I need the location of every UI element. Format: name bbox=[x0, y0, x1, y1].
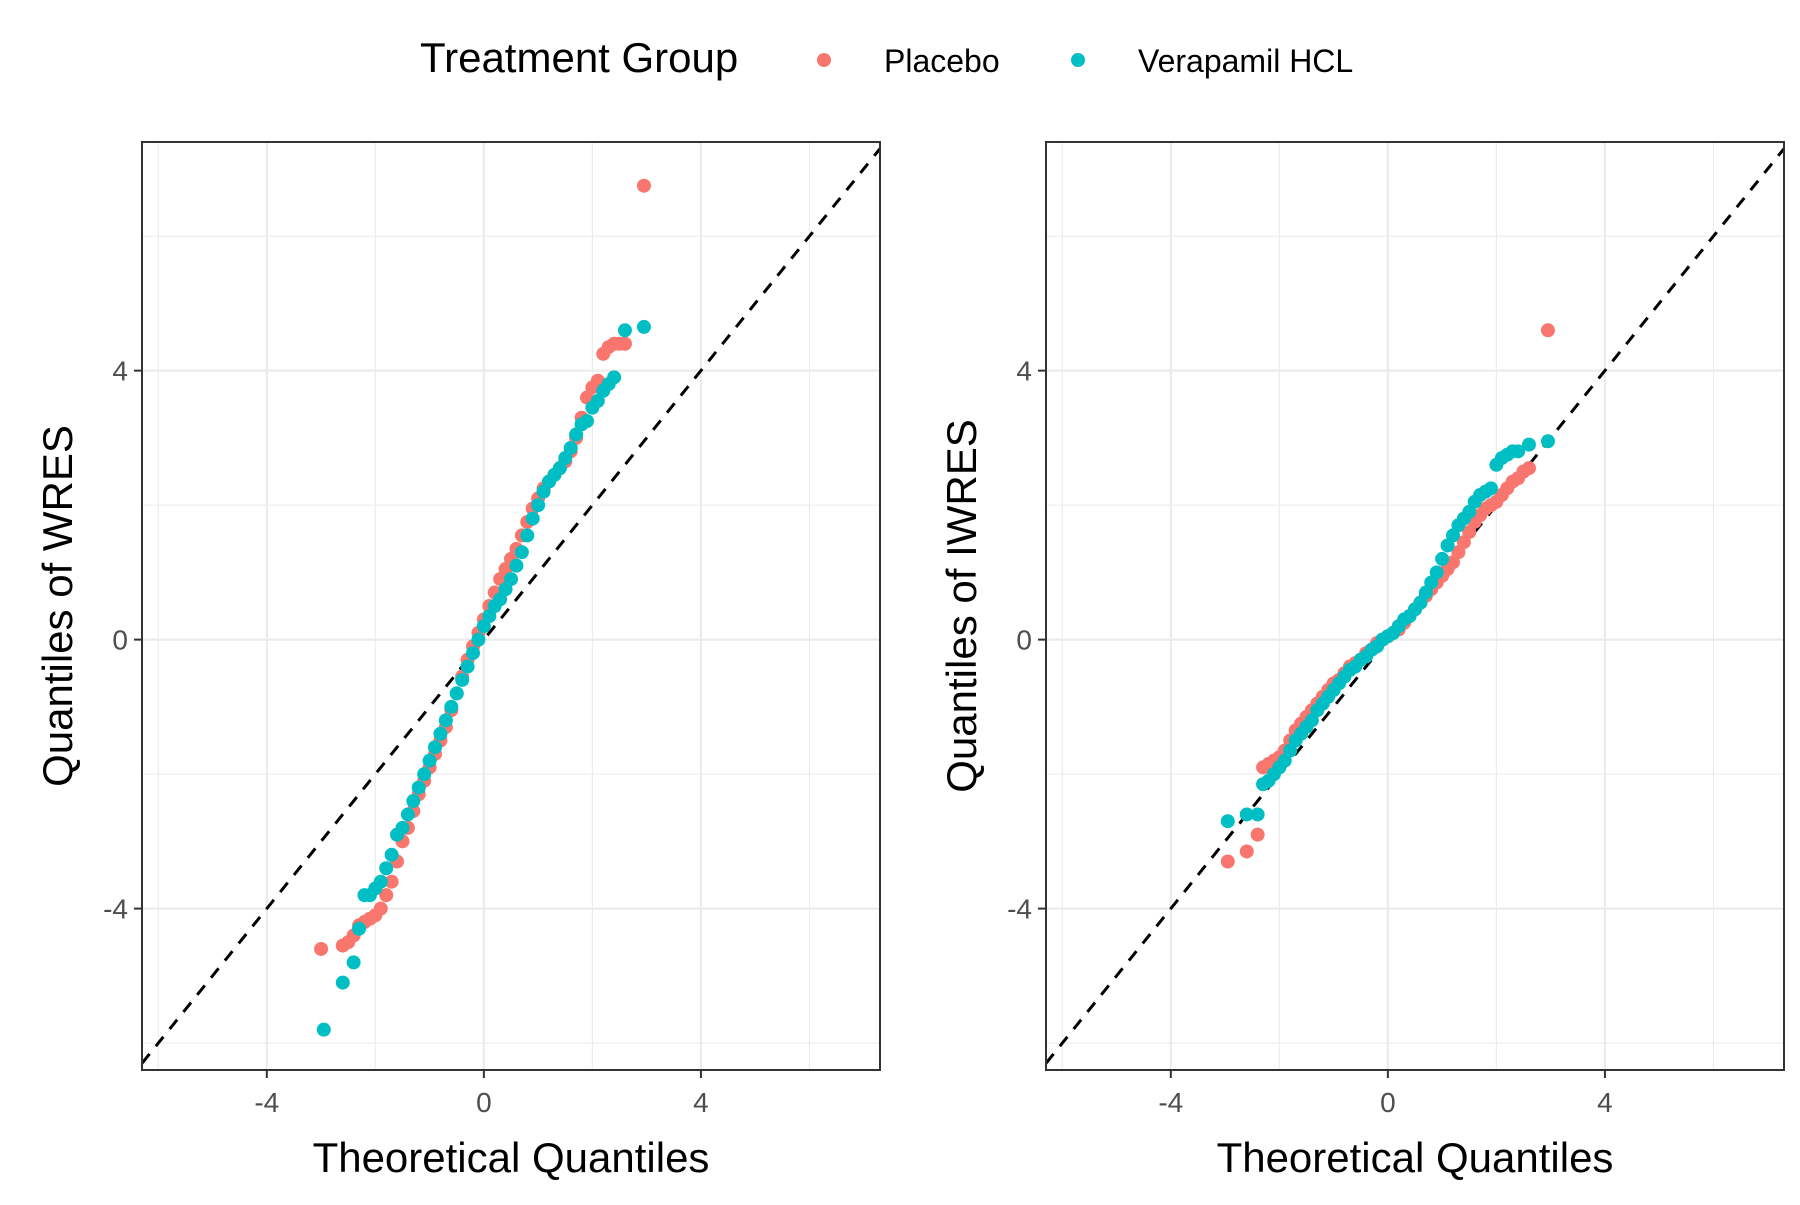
data-point bbox=[1429, 565, 1444, 580]
data-point bbox=[444, 699, 459, 714]
data-point bbox=[471, 632, 486, 647]
y-tick-label: 4 bbox=[112, 356, 128, 387]
legend-label-placebo: Placebo bbox=[884, 43, 1000, 79]
x-axis-label: Theoretical Quantiles bbox=[313, 1134, 710, 1181]
data-point bbox=[428, 740, 443, 755]
y-tick-label: 0 bbox=[112, 625, 128, 656]
legend-title: Treatment Group bbox=[420, 34, 738, 81]
x-tick-label: -4 bbox=[254, 1087, 279, 1118]
data-point bbox=[1540, 434, 1555, 449]
data-point bbox=[1483, 481, 1498, 496]
data-point bbox=[607, 370, 622, 385]
panel-border bbox=[1045, 141, 1785, 1071]
data-point bbox=[373, 901, 388, 916]
x-tick-label: 0 bbox=[1380, 1087, 1396, 1118]
data-point bbox=[617, 336, 632, 351]
data-point bbox=[406, 794, 421, 809]
data-point bbox=[395, 820, 410, 835]
data-point bbox=[455, 672, 470, 687]
panel-wres: -4 0 4 -4 0 4 Theoretical Quantiles Quantiles o… bbox=[34, 141, 881, 1181]
data-point bbox=[1511, 444, 1526, 459]
data-point bbox=[352, 921, 367, 936]
data-point bbox=[1220, 854, 1235, 869]
data-point bbox=[1250, 807, 1265, 822]
series-verapamil-hcl bbox=[1220, 434, 1555, 829]
plot-background bbox=[142, 142, 880, 1070]
y-tick-label: 4 bbox=[1016, 356, 1032, 387]
data-point bbox=[433, 726, 448, 741]
data-point bbox=[449, 686, 464, 701]
x-axis-label: Theoretical Quantiles bbox=[1217, 1134, 1614, 1181]
data-point bbox=[379, 888, 394, 903]
data-point bbox=[346, 955, 361, 970]
data-point bbox=[1435, 551, 1450, 566]
data-point bbox=[422, 753, 437, 768]
data-point bbox=[514, 545, 529, 560]
y-axis-label: Quantiles of WRES bbox=[34, 425, 81, 787]
data-point bbox=[335, 975, 350, 990]
data-point bbox=[1540, 323, 1555, 338]
data-point bbox=[1220, 814, 1235, 829]
data-point bbox=[617, 323, 632, 338]
data-point bbox=[1239, 807, 1254, 822]
data-point bbox=[520, 528, 535, 543]
identity-reference-line bbox=[1046, 147, 1784, 1065]
data-point bbox=[411, 780, 426, 795]
data-point bbox=[636, 178, 651, 193]
identity-reference-line bbox=[142, 147, 880, 1065]
legend-key-placebo bbox=[817, 53, 831, 67]
y-tick-label: -4 bbox=[1007, 894, 1032, 925]
panel-iwres: -4 0 4 -4 0 4 Theoretical Quantiles Quantiles o… bbox=[938, 141, 1785, 1181]
data-point bbox=[460, 659, 475, 674]
data-point bbox=[636, 319, 651, 334]
legend-label-verapamil: Verapamil HCL bbox=[1138, 43, 1353, 79]
data-point bbox=[1521, 461, 1536, 476]
data-point bbox=[1239, 844, 1254, 859]
data-point bbox=[525, 511, 540, 526]
data-point bbox=[384, 874, 399, 889]
data-point bbox=[316, 1022, 331, 1037]
legend: Treatment Group Placebo Verapamil HCL bbox=[420, 34, 1353, 81]
data-point bbox=[466, 646, 481, 661]
y-tick-label: -4 bbox=[103, 894, 128, 925]
data-point bbox=[384, 847, 399, 862]
legend-key-verapamil bbox=[1071, 53, 1085, 67]
data-point bbox=[438, 713, 453, 728]
data-point bbox=[400, 807, 415, 822]
x-tick-label: 4 bbox=[1597, 1087, 1613, 1118]
data-point bbox=[579, 414, 594, 429]
x-tick-label: -4 bbox=[1158, 1087, 1183, 1118]
data-point bbox=[504, 572, 518, 587]
data-point bbox=[531, 498, 546, 513]
data-point bbox=[379, 861, 394, 876]
data-point bbox=[417, 767, 432, 782]
data-point bbox=[1521, 437, 1536, 452]
y-tick-label: 0 bbox=[1016, 625, 1032, 656]
data-point bbox=[1250, 827, 1265, 842]
y-axis-label: Quantiles of IWRES bbox=[938, 419, 985, 792]
x-tick-label: 4 bbox=[693, 1087, 709, 1118]
data-point bbox=[563, 440, 578, 455]
data-point bbox=[509, 558, 524, 573]
series-verapamil-hcl bbox=[316, 319, 651, 1037]
data-point bbox=[314, 941, 329, 956]
x-tick-label: 0 bbox=[476, 1087, 492, 1118]
data-point bbox=[373, 874, 388, 889]
panel-border bbox=[141, 141, 881, 1071]
